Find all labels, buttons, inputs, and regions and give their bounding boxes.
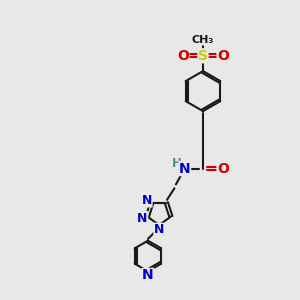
Text: O: O <box>217 49 229 63</box>
Text: CH₃: CH₃ <box>192 35 214 45</box>
Text: H: H <box>172 157 182 170</box>
Text: N: N <box>142 268 154 282</box>
Text: N: N <box>142 194 152 207</box>
Text: N: N <box>137 212 148 224</box>
Text: N: N <box>154 223 164 236</box>
Text: O: O <box>217 161 229 176</box>
Text: S: S <box>198 49 208 63</box>
Text: O: O <box>177 49 189 63</box>
Text: N: N <box>179 161 190 176</box>
